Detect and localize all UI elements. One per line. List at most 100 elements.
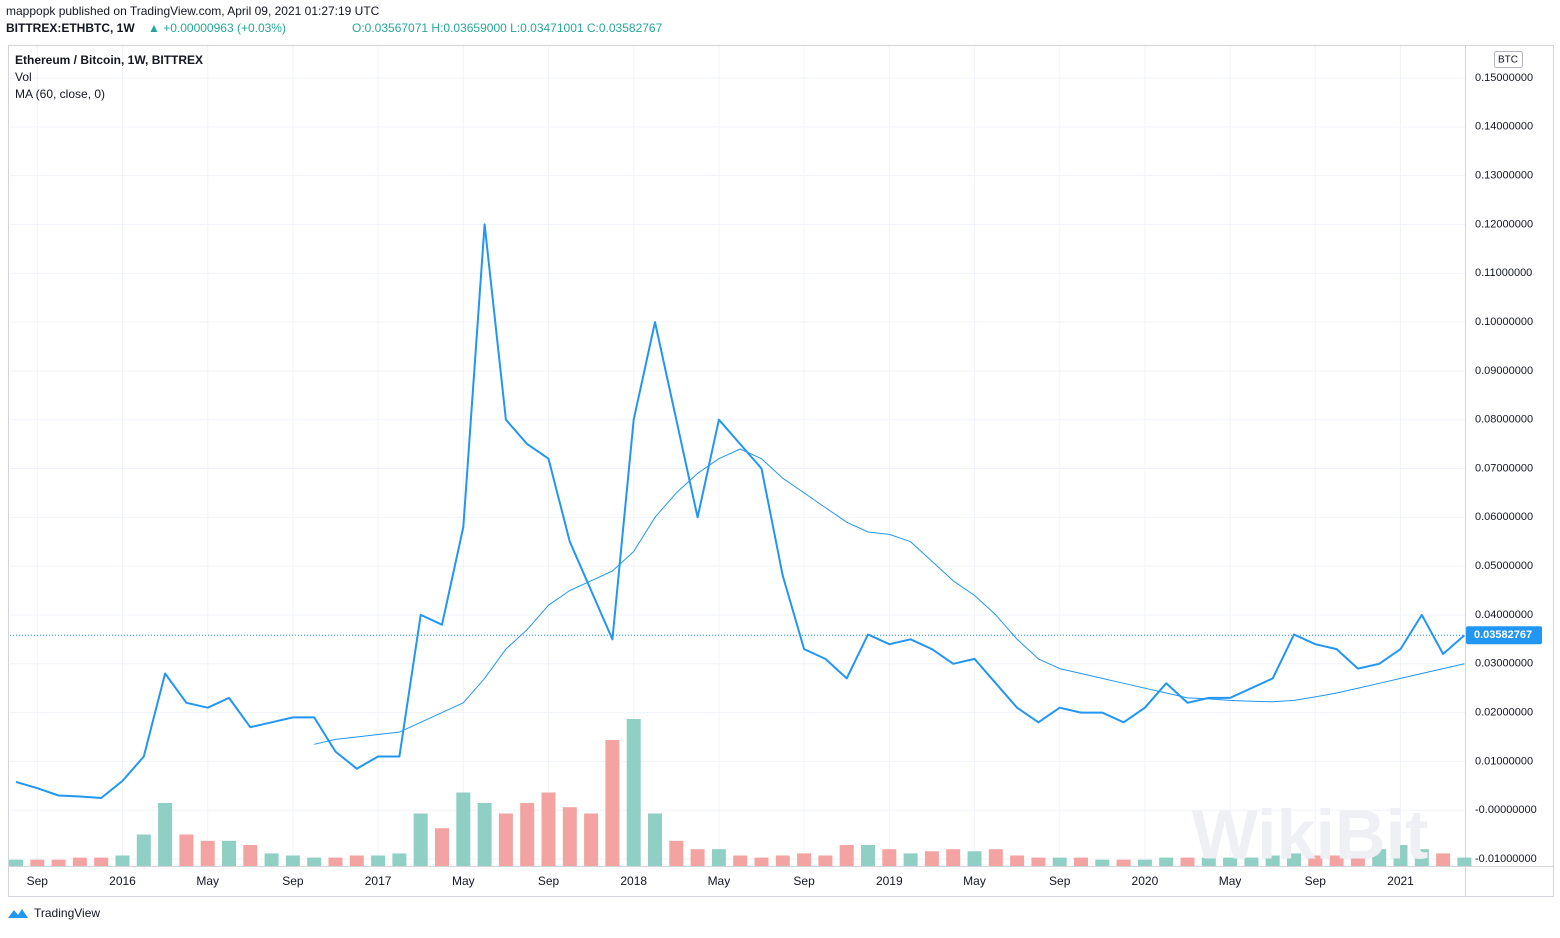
x-tick-label: Sep [1305,874,1327,888]
x-tick-label: May [963,874,986,888]
volume-bar [179,834,194,866]
publisher: mappopk published on TradingView.com, Ap… [6,4,380,18]
volume-bar [1393,845,1408,866]
volume-bar [839,845,854,866]
volume-bar [1031,857,1046,866]
y-tick-label: 0.04000000 [1475,609,1533,621]
volume-bar [669,840,684,866]
x-tick-label: 2020 [1132,874,1159,888]
change: ▲ +0.00000963 (+0.03%) [148,21,286,35]
volume-bar [30,859,45,866]
volume-bar [94,857,109,866]
y-tick-label: 0.09000000 [1475,365,1533,377]
volume-bar [818,855,833,866]
y-tick-label: 0.06000000 [1475,511,1533,523]
chart-frame [8,45,1554,897]
volume-bar [882,849,897,866]
volume-bar [988,849,1003,866]
volume-bar [435,828,449,866]
y-tick-label: 0.02000000 [1475,706,1533,718]
volume-bar [605,740,620,866]
volume-bar [797,853,812,866]
currency: BTC [1498,55,1518,66]
volume-bar [136,834,151,866]
y-tick-label: 0.15000000 [1475,72,1533,84]
volume-bar [754,857,769,866]
volume-bar [690,849,705,866]
volume-bar [520,803,535,866]
volume-bar [1095,859,1110,866]
volume-bar [328,857,343,866]
volume-bar [243,845,258,866]
volume-bar [626,719,641,866]
volume-bar [349,855,364,866]
volume-bar [477,803,492,866]
volume-bar [51,859,66,866]
volume-bar [1457,857,1472,866]
volume-bar [1223,857,1238,866]
volume-bar [562,807,577,866]
volume-bar [1329,855,1344,866]
price-line [15,223,1466,799]
x-tick-label: Sep [282,874,304,888]
volume-bar [264,853,279,866]
volume-bar [158,803,173,866]
volume-bar [115,855,130,866]
y-tick-label: 0.08000000 [1475,414,1533,426]
y-tick-label: 0.10000000 [1475,316,1533,328]
volume-bar [861,845,875,866]
volume-bar [1180,857,1195,866]
symbol: BITTREX:ETHBTC, 1W [6,21,135,35]
x-tick-label: 2017 [365,874,392,888]
last-price-label: 0.03582767 [1474,629,1532,641]
x-tick-label: 2016 [109,874,136,888]
currency-badge[interactable] [1494,51,1523,68]
volume-bar [307,857,322,866]
volume-bar [1436,853,1451,866]
volume-bar [1074,857,1088,866]
volume-bar [200,840,215,866]
y-tick-label: 0.12000000 [1475,218,1533,230]
x-tick-label: Sep [538,874,560,888]
price-line [314,448,1465,745]
volume-bar [648,813,662,866]
volume-bar [1052,857,1067,866]
x-tick-label: May [196,874,219,888]
volume-bar [924,851,939,866]
y-tick-label: 0.13000000 [1475,170,1533,182]
x-tick-label: 2019 [876,874,903,888]
volume-bar [392,853,407,866]
y-tick-label: 0.03000000 [1475,658,1533,670]
volume-bar [498,813,513,866]
volume-bar [9,859,23,866]
y-tick-label: -0.00000000 [1475,804,1537,816]
x-tick-label: May [1219,874,1242,888]
volume-bar [1244,857,1259,866]
volume-bar [775,855,790,866]
volume-bar [285,855,300,866]
volume-bar [413,813,428,866]
volume-bar [1308,855,1323,866]
x-tick-label: May [708,874,731,888]
volume-bar [371,855,386,866]
x-tick-label: 2021 [1387,874,1414,888]
y-tick-label: 0.01000000 [1475,755,1533,767]
x-tick-label: 2018 [620,874,647,888]
volume-bar [1010,855,1025,866]
y-tick-label: 0.14000000 [1475,121,1533,133]
volume-bar [1201,857,1216,866]
volume-bar [1137,859,1152,866]
volume-bar [541,792,556,866]
volume-bar [584,813,599,866]
ohlc: O:0.03567071 H:0.03659000 L:0.03471001 C… [352,21,663,35]
x-tick-label: Sep [1049,874,1071,888]
volume-bar [456,792,471,866]
y-tick-label: 0.11000000 [1475,267,1532,279]
volume-bar [711,849,726,866]
volume-bar [967,851,982,866]
legend-title: Ethereum / Bitcoin, 1W, BITTREX [15,53,203,67]
watermark: WikiBit [1192,795,1429,873]
volume-bar [733,855,748,866]
y-tick-label: -0.01000000 [1475,853,1537,865]
